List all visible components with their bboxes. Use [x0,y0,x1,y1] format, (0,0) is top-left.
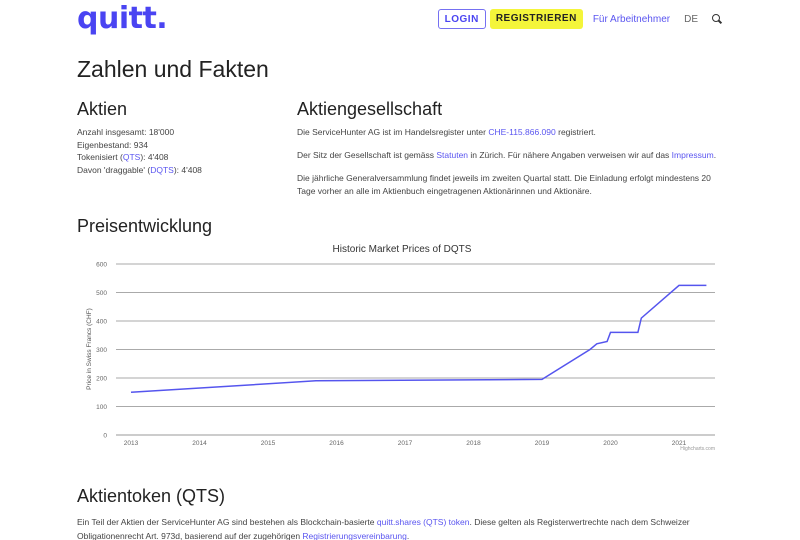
x-tick-label: 2020 [603,440,618,447]
text: . Diese gelten als Registerwertrechte na… [77,517,690,540]
aktien-title: Aktien [77,99,128,119]
registration-agreement-link[interactable]: Registrierungsvereinbarung [302,531,407,540]
price-chart-svg: Historic Market Prices of DQTS 0 100 200 300… [86,244,715,452]
aktientoken-title: Aktientoken (QTS) [77,486,226,506]
x-tick-label: 2014 [192,440,207,447]
page-title: Zahlen und Fakten [77,56,269,82]
aktientoken-section: Aktientoken (QTS) Ein Teil der Aktien de… [77,486,737,540]
price-chart[interactable]: Historic Market Prices of DQTS 0 100 200 300… [77,238,727,458]
quitt-logo[interactable]: quitt. [77,1,168,36]
tokenized-value: ): 4'408 [140,152,169,162]
aktien-section: Aktien Anzahl insgesamt: 18'000 Eigenbes… [77,99,277,176]
x-tick-label: 2016 [329,440,344,447]
ag-register-paragraph: Die ServiceHunter AG ist im Handelsregis… [297,126,727,139]
dqts-link[interactable]: DQTS [150,164,174,175]
text: . [713,150,717,160]
aktientoken-paragraph: Ein Teil der Aktien der ServiceHunter AG… [77,515,737,540]
quitt-shares-link[interactable]: quitt.shares (QTS) token [376,517,470,527]
aktiengesellschaft-section: Aktiengesellschaft Die ServiceHunter AG … [297,99,727,208]
draggable-label: Davon 'draggable' ( [77,164,151,175]
login-button[interactable]: LOGIN [437,9,486,29]
own-shares: Eigenbestand: 934 [77,139,277,152]
ag-seat-paragraph: Der Sitz der Gesellschaft ist gemäss Sta… [297,149,727,162]
highcharts-credit[interactable]: Highcharts.com [680,446,715,452]
statuten-link[interactable]: Statuten [436,150,469,160]
register-button[interactable]: REGISTRIEREN [489,9,583,29]
tokenized-label: Tokenisiert ( [77,152,123,162]
ag-assembly-paragraph: Die jährliche Generalversammlung findet … [297,173,711,196]
preisentwicklung-title: Preisentwicklung [77,216,213,236]
x-tick-label: 2017 [398,440,413,447]
x-tick-label: 2015 [261,440,276,447]
top-nav: LOGIN REGISTRIEREN Für Arbeitnehmer DE [437,9,722,29]
own-shares-value: 934 [133,139,148,150]
total-shares-value: 18'000 [148,127,175,137]
y-axis-label: Price in Swiss Francs (CHF) [86,308,93,390]
total-shares: Anzahl insgesamt: 18'000 [77,126,277,139]
y-tick-label: 500 [96,290,107,297]
y-tick-label: 0 [103,433,107,440]
tokenized-shares: Tokenisiert (QTS): 4'408 [77,151,277,164]
own-shares-label: Eigenbestand: [77,139,132,150]
text: Ein Teil der Aktien der ServiceHunter AG… [77,517,377,527]
register-number-link[interactable]: CHE-115.866.090 [488,127,556,137]
text: in Zürich. Für nähere Angaben verweisen … [468,150,672,160]
employee-link[interactable]: Für Arbeitnehmer [592,13,671,25]
ag-title: Aktiengesellschaft [297,99,443,119]
y-tick-label: 600 [96,262,107,269]
draggable-shares: Davon 'draggable' (DQTS): 4'408 [77,164,277,177]
qts-link[interactable]: QTS [122,152,141,162]
x-tick-label: 2019 [535,440,550,447]
chart-title: Historic Market Prices of DQTS [333,244,472,255]
text: Die ServiceHunter AG ist im Handelsregis… [297,127,489,137]
search-icon[interactable] [712,14,722,24]
text: . [406,531,410,540]
x-tick-label: 2018 [466,440,481,447]
text: registriert. [555,127,596,137]
y-tick-label: 100 [96,404,107,411]
x-tick-label: 2021 [672,440,687,447]
y-tick-label: 200 [96,376,107,383]
x-tick-label: 2013 [124,440,139,447]
draggable-value: ): 4'408 [173,164,202,175]
y-tick-label: 300 [96,347,107,354]
language-selector[interactable]: DE [684,13,698,25]
impressum-link[interactable]: Impressum [671,150,714,160]
total-shares-label: Anzahl insgesamt: [77,127,147,137]
text: Der Sitz der Gesellschaft ist gemäss [297,150,437,160]
price-line[interactable] [130,284,707,394]
y-tick-label: 400 [96,319,107,326]
